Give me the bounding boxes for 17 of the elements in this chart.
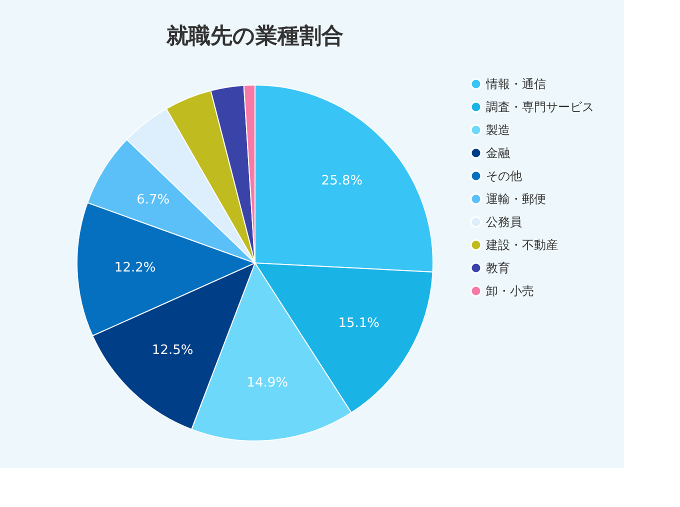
data-label: 15.1% <box>338 316 380 332</box>
legend-label: 情報・通信 <box>485 77 546 91</box>
legend-label: 教育 <box>486 261 510 275</box>
legend-label: 調査・専門サービス <box>486 100 594 114</box>
data-label: 12.5% <box>152 343 194 358</box>
legend-label: 製造 <box>486 123 510 137</box>
chart-title: 就職先の業種割合 <box>166 24 344 49</box>
legend-label: 卸・小売 <box>486 284 534 298</box>
data-label: 12.2% <box>114 260 156 276</box>
legend-label: その他 <box>486 169 522 183</box>
data-label: 25.8% <box>321 173 363 188</box>
legend-label: 金融 <box>486 146 510 160</box>
data-label: 14.9% <box>246 375 288 390</box>
data-label: 6.7% <box>136 192 170 208</box>
legend-label: 建設・不動産 <box>485 238 558 252</box>
legend-label: 公務員 <box>486 215 522 229</box>
legend-label: 運輸・郵便 <box>486 192 546 206</box>
